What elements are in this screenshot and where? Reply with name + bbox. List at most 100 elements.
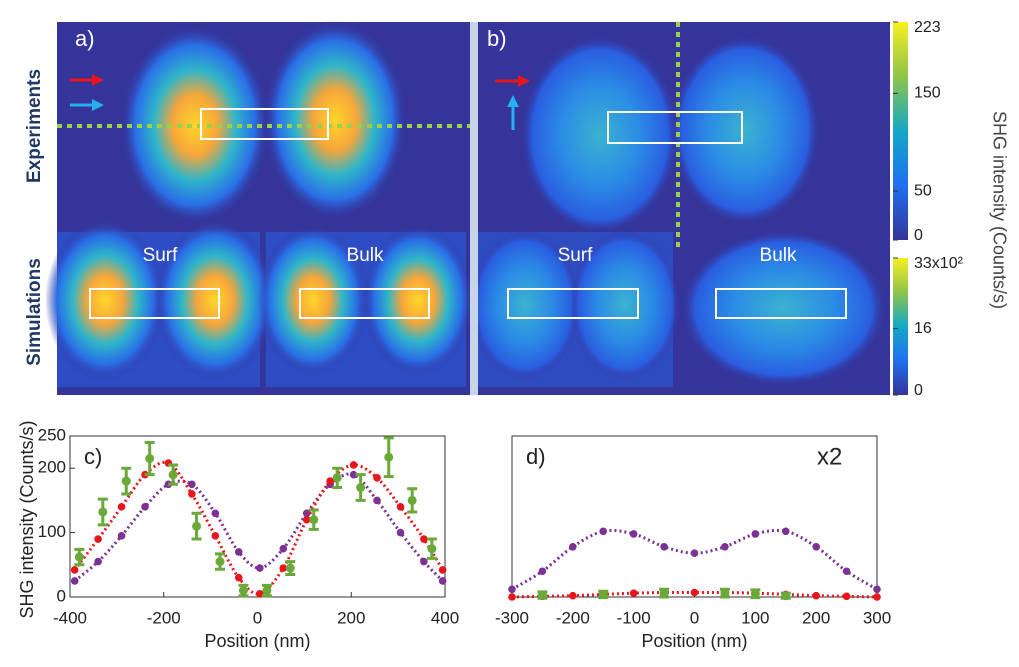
panel-label: d) bbox=[526, 444, 546, 469]
data-point bbox=[873, 585, 881, 594]
data-point bbox=[70, 577, 79, 585]
data-point bbox=[420, 535, 428, 543]
data-point bbox=[256, 589, 264, 598]
data-point bbox=[302, 515, 311, 524]
data-point bbox=[396, 528, 405, 537]
data-point bbox=[94, 535, 102, 543]
data-point bbox=[660, 542, 668, 551]
data-point bbox=[690, 549, 699, 558]
x-tick-label: -100 bbox=[617, 608, 651, 627]
data-point bbox=[74, 552, 84, 562]
colorbar bbox=[893, 258, 908, 395]
data-point bbox=[508, 593, 516, 601]
row-label: Experiments bbox=[24, 69, 45, 183]
y-tick-label: 100 bbox=[38, 522, 66, 541]
data-point bbox=[238, 586, 248, 596]
data-point bbox=[356, 483, 366, 493]
panel-label: b) bbox=[487, 26, 507, 51]
row-label: Simulations bbox=[24, 258, 45, 366]
x-tick-label: -400 bbox=[53, 608, 87, 627]
colorbar-tick-label: 150 bbox=[914, 85, 941, 102]
data-point bbox=[141, 503, 149, 511]
data-point bbox=[94, 557, 102, 566]
x-tick-label: 400 bbox=[431, 608, 459, 627]
data-point bbox=[70, 566, 79, 574]
data-point bbox=[420, 557, 428, 566]
data-point bbox=[508, 585, 516, 594]
data-point bbox=[438, 566, 447, 574]
x-tick-label: 200 bbox=[337, 608, 365, 627]
colorbar-title: SHG intensity (Counts/s) bbox=[989, 111, 1009, 309]
data-point bbox=[569, 591, 577, 600]
y-tick-label: 200 bbox=[38, 458, 66, 477]
data-point bbox=[117, 532, 126, 540]
y-tick-label: 250 bbox=[38, 425, 66, 444]
data-point bbox=[256, 564, 264, 572]
data-point bbox=[332, 473, 342, 483]
data-point bbox=[188, 480, 196, 489]
data-point bbox=[117, 503, 126, 511]
data-point bbox=[781, 527, 790, 536]
data-point bbox=[873, 593, 881, 601]
sim-label: Bulk bbox=[347, 245, 384, 266]
data-point bbox=[842, 592, 851, 601]
data-point bbox=[407, 495, 417, 505]
data-point bbox=[842, 567, 851, 576]
colorbar-tick-label: 223 bbox=[914, 19, 941, 36]
data-point bbox=[211, 532, 220, 540]
data-point bbox=[98, 507, 108, 517]
colorbar-tick-label: 16 bbox=[914, 320, 932, 337]
data-point bbox=[188, 490, 196, 498]
x-axis-label: Position (nm) bbox=[204, 631, 310, 651]
x-tick-label: -300 bbox=[495, 608, 529, 627]
data-point bbox=[781, 591, 791, 601]
heatmaps bbox=[45, 20, 890, 395]
data-point bbox=[349, 470, 358, 479]
data-point bbox=[326, 477, 334, 485]
data-point bbox=[427, 544, 437, 554]
fit-line bbox=[511, 528, 878, 591]
data-point bbox=[373, 496, 381, 505]
data-point bbox=[720, 588, 730, 598]
data-point bbox=[384, 452, 394, 462]
data-point bbox=[629, 530, 638, 538]
x-tick-label: 300 bbox=[863, 608, 891, 627]
data-point bbox=[349, 461, 358, 469]
colorbar-tick-label: 33x10² bbox=[914, 255, 964, 272]
data-point bbox=[168, 470, 178, 480]
data-point bbox=[262, 586, 272, 596]
y-axis-label: SHG intensity (Counts/s) bbox=[17, 420, 37, 618]
sim-label: Surf bbox=[558, 245, 594, 266]
data-point bbox=[812, 591, 820, 600]
colorbar bbox=[893, 22, 908, 240]
colorbar-tick-label: 50 bbox=[914, 182, 932, 199]
data-point bbox=[750, 589, 760, 599]
x-tick-label: 0 bbox=[690, 608, 699, 627]
x-tick-label: -200 bbox=[556, 608, 590, 627]
fit-line bbox=[73, 472, 444, 583]
data-point bbox=[396, 503, 405, 511]
panel-label: a) bbox=[75, 26, 95, 51]
data-point bbox=[309, 515, 319, 525]
data-point bbox=[690, 588, 699, 597]
sim-label: Bulk bbox=[760, 245, 797, 266]
colorbar-tick-label: 0 bbox=[914, 382, 923, 399]
data-point bbox=[598, 589, 608, 599]
data-point bbox=[373, 474, 381, 482]
data-point bbox=[279, 564, 288, 572]
data-point bbox=[812, 542, 820, 551]
data-point bbox=[192, 521, 202, 531]
data-point bbox=[569, 542, 577, 551]
x-tick-label: -200 bbox=[147, 608, 181, 627]
data-point bbox=[234, 548, 243, 556]
colorbar-tick-label: 0 bbox=[914, 227, 923, 244]
x-tick-label: 100 bbox=[741, 608, 769, 627]
data-point bbox=[751, 530, 760, 538]
x-axis-label: Position (nm) bbox=[641, 631, 747, 651]
data-point bbox=[145, 454, 155, 464]
data-point bbox=[721, 542, 729, 551]
panel-label: c) bbox=[84, 444, 102, 469]
data-point bbox=[659, 588, 669, 598]
y-tick-label: 0 bbox=[57, 586, 66, 605]
